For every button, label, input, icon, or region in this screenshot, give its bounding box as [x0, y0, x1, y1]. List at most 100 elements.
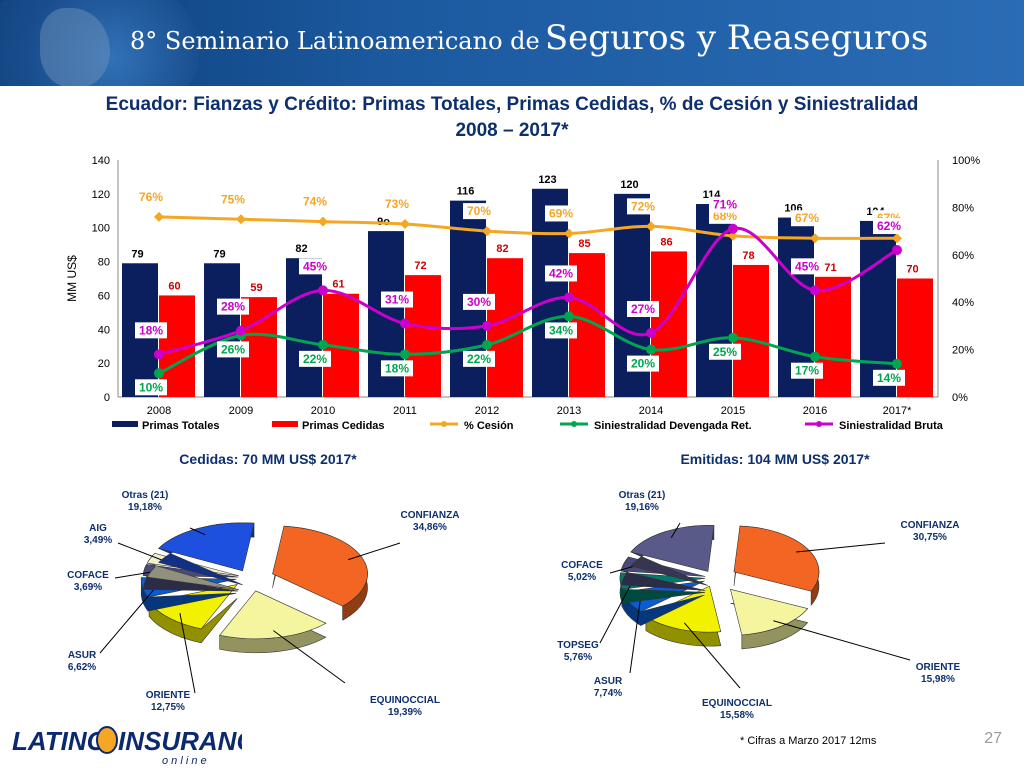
pie-leader-line	[273, 630, 346, 684]
label-bg	[299, 350, 331, 367]
bar-primas-totales	[286, 258, 322, 397]
pie-label-name: COFACE	[67, 570, 109, 581]
line-value-label: 74%	[303, 195, 327, 209]
line-point	[646, 328, 656, 339]
line-point	[482, 339, 492, 350]
pie-label-value: 19,39%	[388, 707, 422, 718]
label-bg	[627, 301, 659, 318]
y-tick-label: 60	[98, 290, 110, 302]
bar-value-label: 72	[414, 260, 426, 272]
bar-value-label: 79	[213, 248, 225, 260]
y-tick-label: 0	[104, 392, 110, 404]
line-point	[318, 285, 328, 296]
banner-emphasis: Seguros y Reaseguros	[544, 18, 929, 58]
pie-slice-top	[733, 525, 820, 592]
combo-chart: 0 20 40 60 80 100 120 140 0% 20% 40% 60% 80% 100% MM U…	[65, 155, 980, 432]
line-point	[810, 233, 820, 244]
pie-label-value: 6,62%	[68, 662, 96, 673]
pie-leader-line	[189, 527, 206, 536]
legend-marker	[571, 421, 577, 427]
pie-label-name: CONFIANZA	[401, 510, 460, 521]
bar-value-label: 70	[906, 264, 918, 276]
label-bg	[709, 196, 741, 213]
pie-leader-line	[599, 580, 634, 644]
pie-label-value: 3,69%	[74, 582, 102, 593]
pie-label-name: Otras (21)	[619, 490, 666, 501]
pie-label-value: 30,75%	[913, 532, 947, 543]
bar-value-label: 86	[660, 236, 672, 248]
series-line-siniestralidad-devengada-ret-	[158, 314, 898, 375]
label-bg	[791, 210, 823, 227]
label-bg	[873, 369, 905, 386]
pie-slice-otras-21-	[158, 522, 255, 586]
pie-slice-otras-21-	[630, 525, 715, 586]
y-axis-title: MM US$	[65, 255, 79, 302]
pie-label-name: AIG	[89, 523, 107, 534]
line-value-label: 71%	[713, 198, 737, 212]
pie-label-name: ORIENTE	[916, 662, 961, 673]
pie-label-value: 12,75%	[151, 702, 185, 713]
pie-leader-line	[683, 622, 741, 689]
pie-label-name: COFACE	[561, 560, 603, 571]
bar-primas-totales	[532, 188, 568, 397]
label-bg	[381, 195, 413, 212]
pie-label-value: 19,18%	[128, 502, 162, 513]
line-value-label: 22%	[303, 352, 327, 366]
title-line-2: 2008 – 2017*	[455, 120, 569, 141]
line-value-label: 75%	[221, 192, 245, 206]
bar-primas-cedidas	[815, 276, 851, 397]
bar-value-label: 59	[250, 282, 262, 294]
legend-marker	[816, 421, 822, 427]
pie-leader-line	[773, 620, 911, 661]
pie-slice-confianza	[272, 525, 368, 621]
series-line--cesi-n	[158, 215, 898, 240]
pie-leader-line	[179, 613, 196, 694]
x-tick-label: 2015	[721, 405, 745, 417]
line-value-label: 72%	[631, 199, 655, 213]
line-point	[236, 325, 246, 336]
label-bg	[217, 191, 249, 208]
footnote: * Cifras a Marzo 2017 12ms	[740, 735, 877, 747]
label-bg	[545, 322, 577, 339]
label-bg	[217, 298, 249, 315]
line-point	[810, 285, 820, 296]
line-value-label: 27%	[631, 302, 655, 316]
pie-label-value: 5,02%	[568, 572, 596, 583]
legend-marker	[441, 421, 447, 427]
line-value-label: 18%	[385, 361, 409, 375]
line-point	[154, 368, 164, 379]
pie-leader-line	[348, 542, 401, 561]
x-tick-label: 2016	[803, 405, 827, 417]
y2-tick-label: 20%	[952, 345, 974, 357]
pie-title: Cedidas: 70 MM US$ 2017*	[179, 451, 357, 467]
bar-primas-totales	[860, 220, 896, 397]
x-tick-label: 2013	[557, 405, 581, 417]
y-tick-label: 140	[92, 155, 110, 167]
legend-label: Primas Totales	[142, 420, 219, 432]
pie-slice-equinoccial	[219, 590, 327, 654]
legend-label: Siniestralidad Bruta	[839, 420, 944, 432]
line-value-label: 26%	[221, 342, 245, 356]
legend-label: Primas Cedidas	[302, 420, 385, 432]
x-tick-label: 2011	[393, 405, 417, 417]
pie-label-value: 5,76%	[564, 652, 592, 663]
label-bg	[135, 188, 167, 205]
label-bg	[463, 293, 495, 310]
line-value-label: 30%	[467, 295, 491, 309]
y-tick-label: 40	[98, 324, 110, 336]
pie-title: Emitidas: 104 MM US$ 2017*	[680, 451, 870, 467]
line-value-label: 20%	[631, 357, 655, 371]
line-point	[318, 339, 328, 350]
bar-value-label: 61	[332, 279, 344, 291]
pie-label-name: ORIENTE	[146, 690, 191, 701]
line-point	[482, 320, 492, 331]
line-value-label: 76%	[139, 190, 163, 204]
line-value-label: 42%	[549, 266, 573, 280]
line-point	[892, 233, 902, 244]
pie-slice-top	[158, 522, 255, 572]
line-point	[154, 211, 164, 222]
label-bg	[381, 360, 413, 377]
line-point	[810, 351, 820, 362]
line-point	[400, 218, 410, 229]
